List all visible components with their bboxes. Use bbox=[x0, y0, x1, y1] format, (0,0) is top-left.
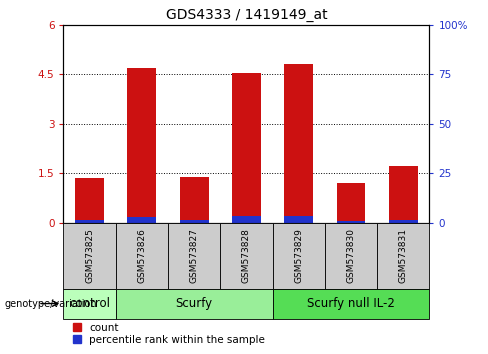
Bar bbox=[63, 223, 116, 289]
Text: GSM573831: GSM573831 bbox=[399, 228, 408, 283]
Bar bbox=[116, 289, 273, 319]
Bar bbox=[377, 223, 429, 289]
Bar bbox=[180, 177, 208, 223]
Text: GSM573825: GSM573825 bbox=[85, 228, 94, 283]
Bar bbox=[232, 73, 261, 223]
Bar bbox=[325, 223, 377, 289]
Bar bbox=[116, 223, 168, 289]
Bar bbox=[337, 221, 366, 223]
Bar bbox=[273, 223, 325, 289]
Bar bbox=[337, 183, 366, 223]
Legend: count, percentile rank within the sample: count, percentile rank within the sample bbox=[69, 318, 269, 349]
Bar bbox=[127, 68, 156, 223]
Bar bbox=[273, 289, 429, 319]
Bar bbox=[220, 223, 273, 289]
Bar bbox=[285, 216, 313, 223]
Bar bbox=[75, 221, 104, 223]
Text: Scurfy: Scurfy bbox=[176, 297, 213, 310]
Text: GSM573826: GSM573826 bbox=[137, 228, 146, 283]
Text: GSM573830: GSM573830 bbox=[346, 228, 356, 283]
Text: Scurfy null IL-2: Scurfy null IL-2 bbox=[307, 297, 395, 310]
Bar bbox=[389, 166, 418, 223]
Bar bbox=[127, 217, 156, 223]
Bar bbox=[75, 178, 104, 223]
Bar bbox=[389, 220, 418, 223]
Bar bbox=[285, 64, 313, 223]
Title: GDS4333 / 1419149_at: GDS4333 / 1419149_at bbox=[165, 8, 327, 22]
Text: genotype/variation: genotype/variation bbox=[5, 298, 98, 309]
Bar bbox=[63, 289, 116, 319]
Text: GSM573829: GSM573829 bbox=[294, 228, 303, 283]
Bar bbox=[232, 216, 261, 223]
Text: GSM573828: GSM573828 bbox=[242, 228, 251, 283]
Bar bbox=[168, 223, 220, 289]
Bar bbox=[180, 221, 208, 223]
Text: GSM573827: GSM573827 bbox=[190, 228, 199, 283]
Text: control: control bbox=[69, 297, 110, 310]
